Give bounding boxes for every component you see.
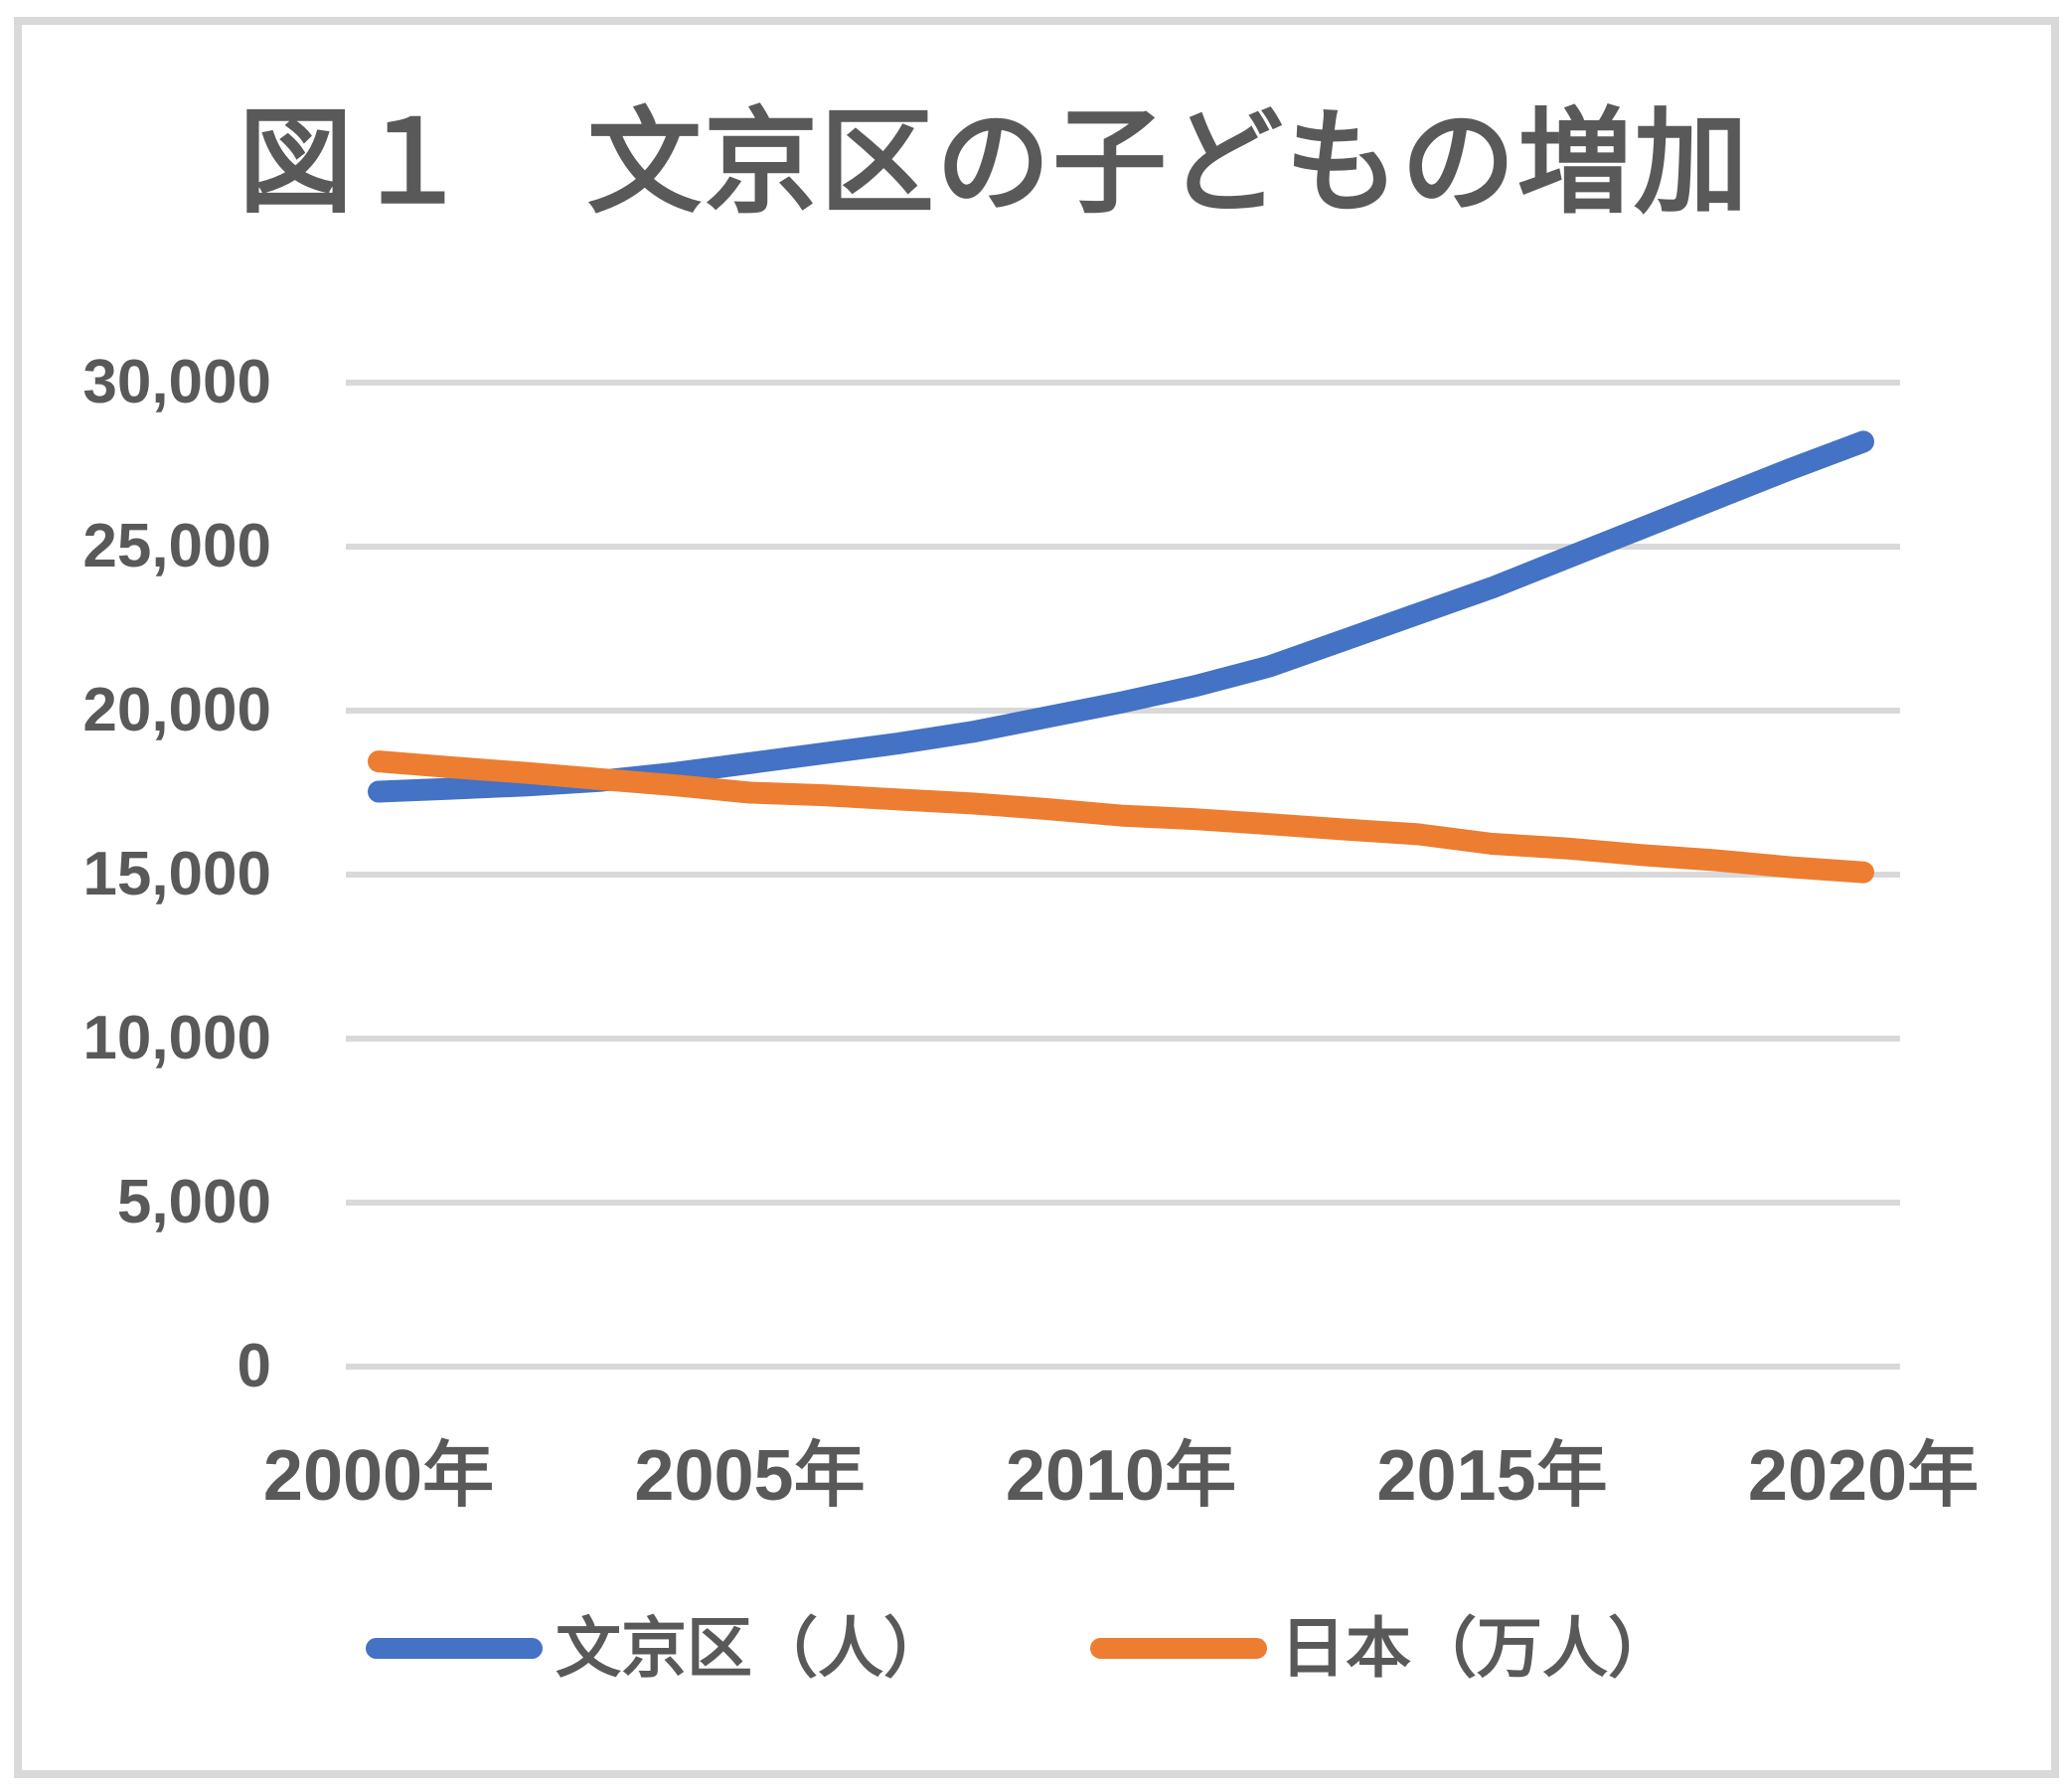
series-line-japan	[368, 750, 1874, 884]
y-axis-tick-label: 30,000	[82, 348, 271, 416]
x-axis-tick-label: 2005年	[634, 1436, 866, 1516]
x-axis-tick-label: 2015年	[1376, 1436, 1608, 1516]
y-axis-tick-label: 15,000	[82, 840, 271, 908]
y-axis-tick-label: 10,000	[82, 1004, 271, 1072]
x-axis-tick-label: 2020年	[1747, 1436, 1980, 1516]
legend: 文京区（人） 日本（万人）	[366, 1612, 1674, 1685]
y-axis-tick-label: 5,000	[116, 1168, 271, 1236]
chart-title: 図１ 文京区の子どもの増加	[239, 99, 1751, 227]
gridlines	[346, 380, 1900, 1370]
legend-item-japan: 日本（万人）	[1090, 1612, 1674, 1685]
legend-swatch-japan	[1090, 1637, 1267, 1659]
y-axis-tick-label: 0	[237, 1332, 271, 1400]
legend-swatch-bunkyo	[366, 1637, 543, 1659]
y-axis-tick-label: 20,000	[82, 676, 271, 744]
series-line-bunkyo	[368, 430, 1874, 803]
chart-frame-border	[14, 17, 2059, 1778]
x-axis-tick-label: 2010年	[1005, 1436, 1237, 1516]
legend-label-bunkyo: 文京区（人）	[556, 1611, 949, 1685]
x-axis-tick-label: 2000年	[262, 1436, 495, 1516]
legend-label-japan: 日本（万人）	[1280, 1611, 1674, 1685]
legend-item-bunkyo: 文京区（人）	[366, 1612, 949, 1685]
series-lines	[368, 430, 1874, 884]
y-axis-tick-label: 25,000	[82, 512, 271, 580]
